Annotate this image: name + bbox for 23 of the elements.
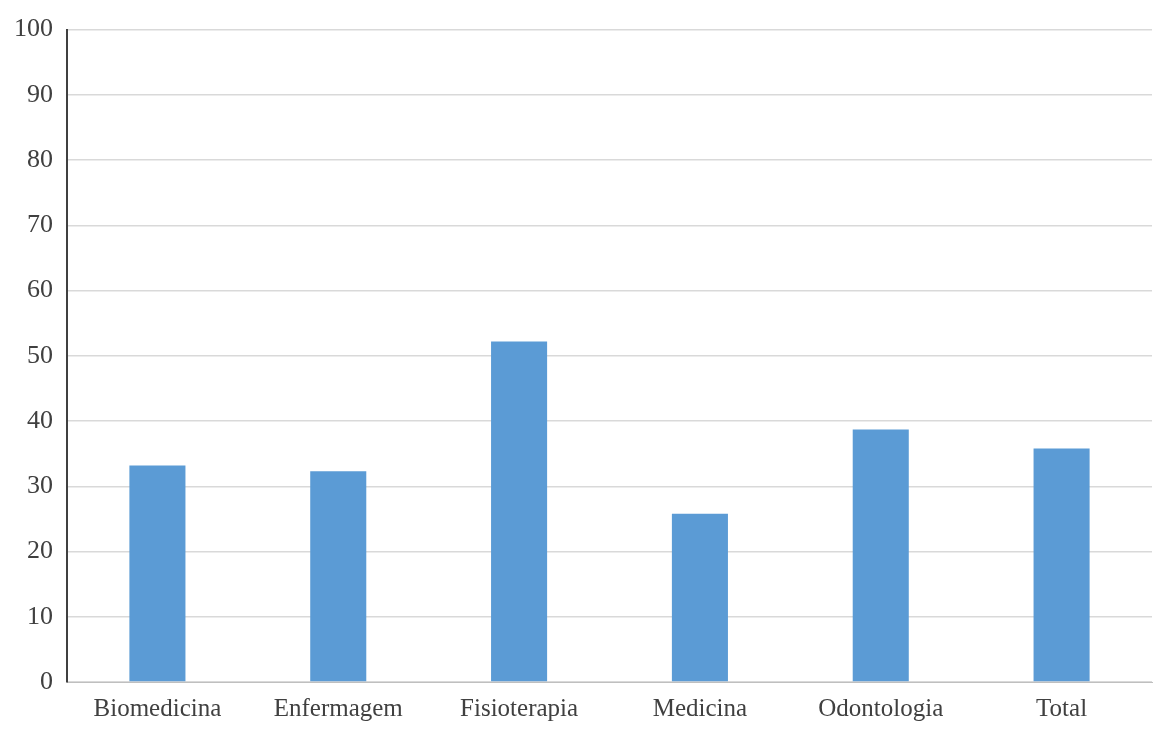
y-tick-label: 90 [27,78,53,108]
x-tick-label: Fisioterapia [460,693,579,721]
y-tick-label: 80 [27,143,53,173]
bar [852,429,909,682]
y-tick-label: 40 [27,404,53,434]
y-tick-label: 70 [27,209,53,239]
bar [310,471,367,682]
x-tick-label: Total [1036,693,1088,721]
y-tick-label: 20 [27,535,53,565]
y-tick-label: 30 [27,470,53,500]
x-tick-label: Enfermagem [273,693,404,721]
bar [491,341,548,682]
y-tick-label: 50 [27,339,53,369]
bar [671,513,728,682]
bar [1033,448,1090,682]
y-tick-label: 10 [27,600,53,630]
x-tick-label: Medicina [652,693,748,721]
x-tick-label: Biomedicina [93,693,222,721]
y-tick-label: 100 [14,13,53,43]
bar [129,465,186,682]
x-tick-label: Odontologia [818,693,944,721]
y-tick-label: 60 [27,274,53,304]
y-tick-label: 0 [40,665,53,695]
